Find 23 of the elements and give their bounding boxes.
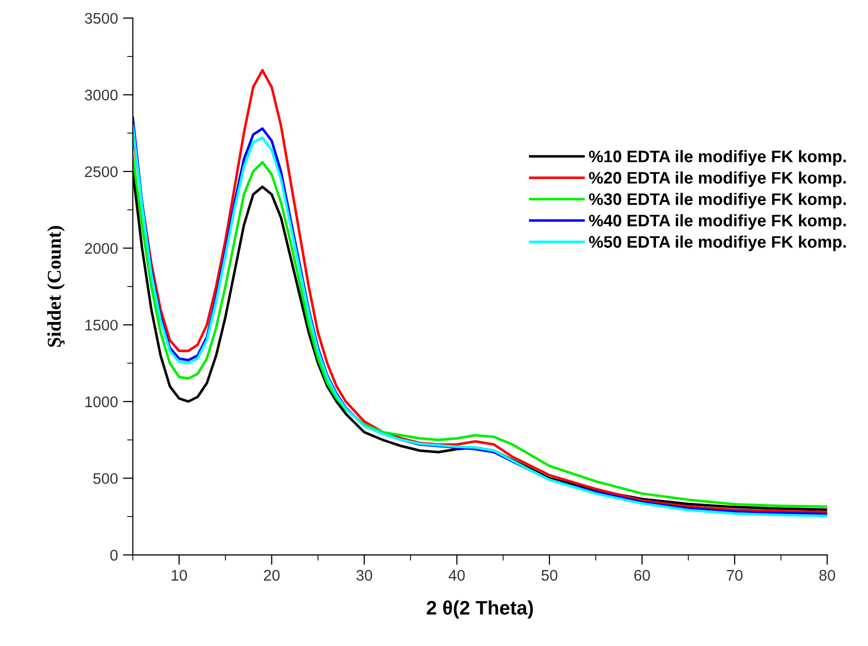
y-tick-label: 3000 [84, 90, 118, 100]
y-tick-label: 3500 [84, 12, 118, 24]
y-tick-label: 500 [93, 473, 118, 484]
y-tick-label: 0 [110, 550, 118, 561]
x-tick-label: 80 [819, 570, 836, 581]
x-tick-label: 20 [264, 570, 280, 581]
legend-label: %20 EDTA ile modifiye FK komp. [588, 171, 846, 188]
x-tick-label: 30 [356, 570, 372, 581]
x-tick-label: 60 [634, 570, 650, 581]
x-tick-label: 70 [726, 570, 743, 581]
y-tick-label: 1500 [85, 320, 118, 331]
y-tick-label: 1000 [85, 396, 118, 408]
y-tick-label: 2500 [85, 166, 118, 178]
x-tick-label: 10 [172, 570, 187, 581]
legend-label: %40 EDTA ile modifiye FK komp. [588, 214, 846, 230]
legend-label: %50 EDTA ile modifiye FK komp. [588, 236, 846, 252]
y-tick-label: 2000 [85, 243, 118, 254]
x-axis-title: 2 θ(2 Theta) [426, 600, 533, 619]
x-tick-label: 40 [448, 570, 465, 581]
x-tick-label: 50 [542, 570, 558, 581]
y-axis-title: Şiddet (Count) [47, 226, 65, 347]
legend-label: %30 EDTA ile modifiye FK komp. [588, 192, 846, 208]
legend-label: %10 EDTA ile modifiye FK komp. [588, 150, 846, 166]
